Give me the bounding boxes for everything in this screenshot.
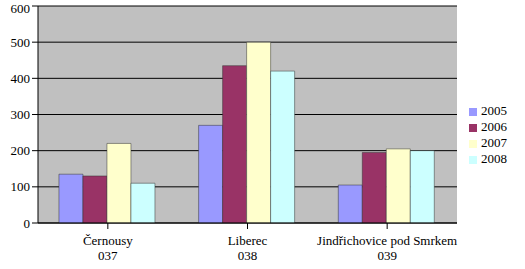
svg-text:Jindřichovice pod Smrkem039: Jindřichovice pod Smrkem039 <box>317 233 457 263</box>
html-text:2006: 2006 <box>481 118 507 134</box>
svg-text:400: 400 <box>11 71 31 86</box>
svg-text:500: 500 <box>11 35 31 50</box>
svg-text:200: 200 <box>11 143 31 158</box>
svg-text:100: 100 <box>11 179 31 194</box>
html-text:2008: 2008 <box>481 150 507 166</box>
svg-text:Liberec038: Liberec038 <box>228 233 268 263</box>
svg-text:0: 0 <box>24 216 31 231</box>
svg-text:600: 600 <box>11 1 31 16</box>
html-text:2007: 2007 <box>481 134 507 150</box>
html-text:2005: 2005 <box>481 102 507 118</box>
svg-text:Černousy037: Černousy037 <box>83 233 133 263</box>
svg-text:300: 300 <box>11 107 31 122</box>
